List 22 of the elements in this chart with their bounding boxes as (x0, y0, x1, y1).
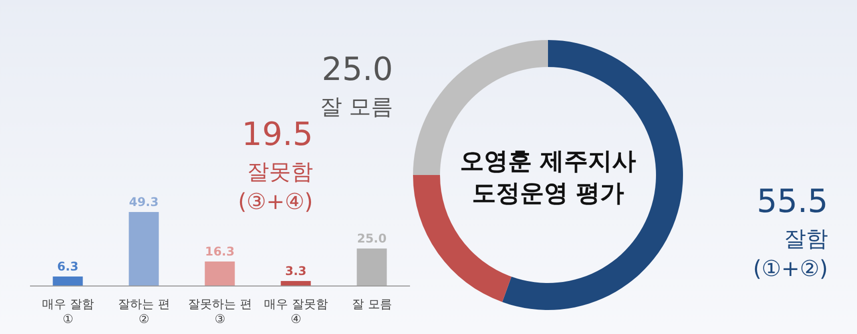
bar (356, 248, 387, 286)
x-tick-label: 잘 모름 (352, 297, 392, 311)
bar (52, 276, 83, 286)
data-label: 6.3 (57, 260, 78, 274)
data-label: 25.0 (356, 231, 387, 246)
bar (280, 281, 311, 286)
data-label: 55.5 (756, 182, 828, 220)
x-tick-label: 매우 잘함 ① (42, 297, 94, 326)
slice-label: 잘 모름 (320, 95, 393, 120)
x-tick-label: 매우 잘못함 ④ (264, 297, 328, 326)
text: 오영훈 제주지사 도정운영 평가 (460, 147, 636, 207)
data-label: 16.3 (204, 244, 235, 259)
slice-label: 잘함 (①+②) (752, 227, 828, 282)
data-label: 19.5 (242, 115, 313, 153)
data-label: 49.3 (128, 195, 159, 209)
bar (204, 262, 235, 286)
x-tick-label: 잘하는 편 ② (118, 297, 170, 326)
data-label: 25.0 (322, 50, 393, 88)
slice-label: 잘못함 (③+④) (238, 160, 313, 215)
x-tick-label: 잘못하는 편 ③ (188, 297, 252, 326)
data-label: 3.3 (285, 264, 306, 278)
bar (128, 212, 159, 286)
